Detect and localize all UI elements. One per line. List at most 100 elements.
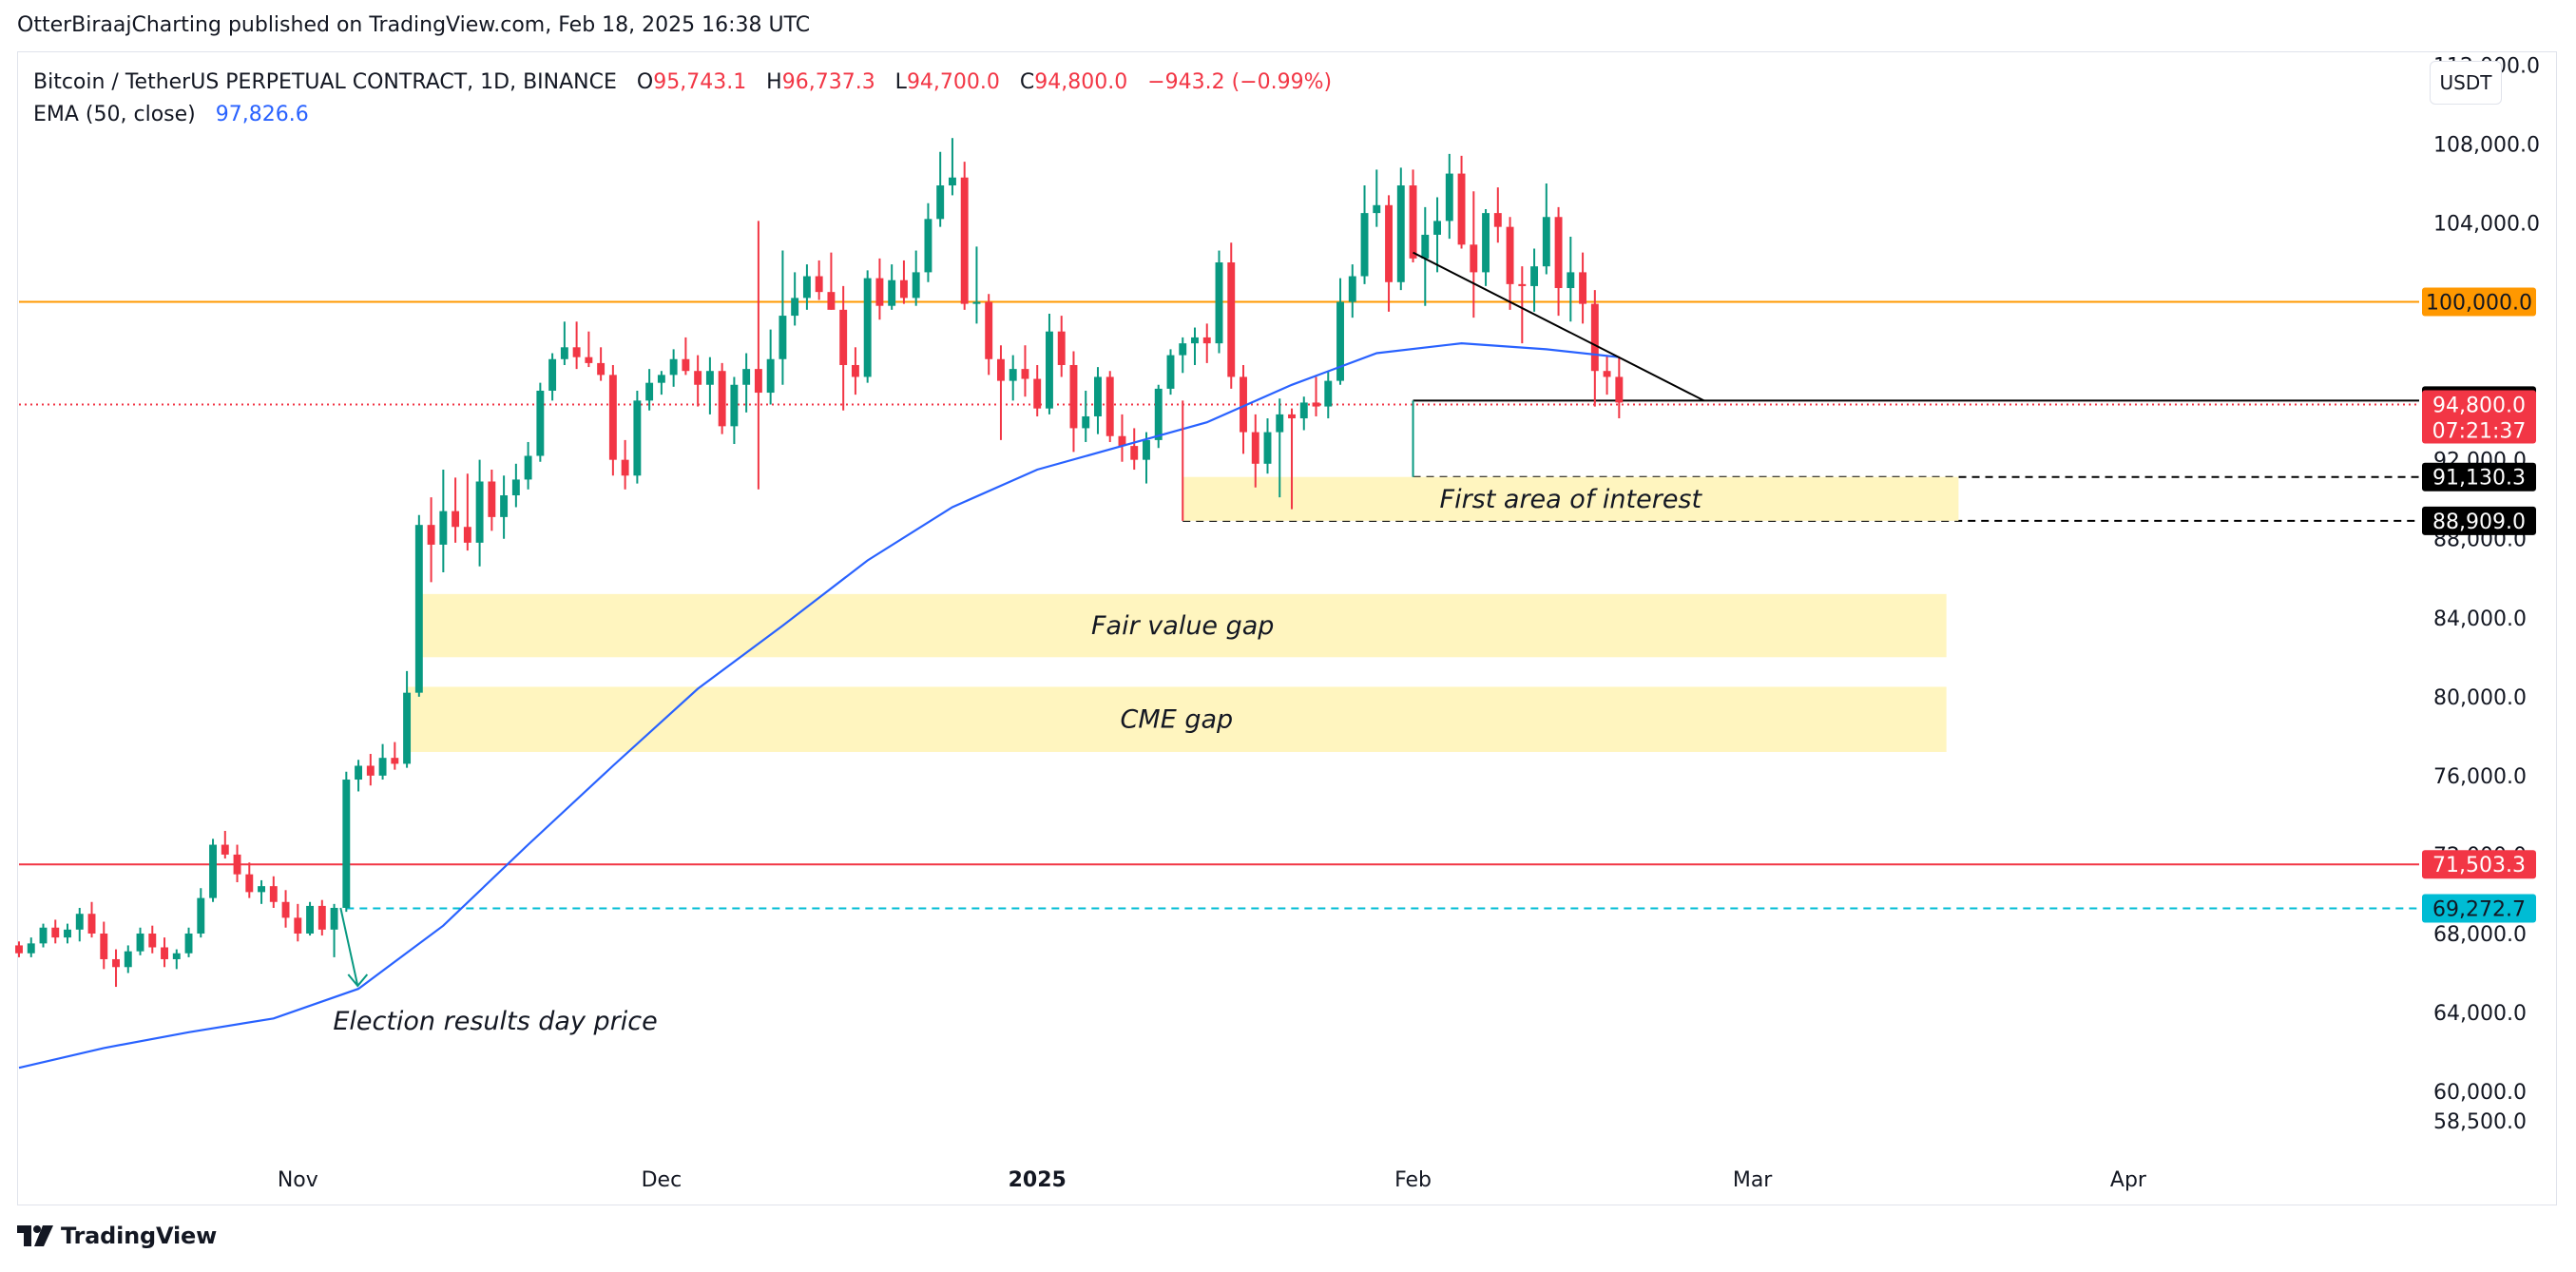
candle-body (960, 177, 969, 304)
legend-close: 94,800.0 (1034, 70, 1128, 94)
candle-body (100, 933, 108, 959)
legend-l-label: L (894, 70, 907, 94)
price-label-text: 88,909.0 (2432, 511, 2526, 534)
candle-body (1299, 402, 1308, 419)
candle-body (899, 279, 908, 299)
candle-body (948, 177, 956, 186)
candle-body (15, 945, 23, 954)
annotation-arrow (339, 907, 359, 987)
candle-body (475, 481, 484, 543)
time-tick-label: 2025 (1009, 1168, 1067, 1192)
candle-body (258, 886, 266, 893)
candle-body (1567, 272, 1575, 289)
candle-body (1021, 369, 1029, 379)
candles (15, 138, 1624, 988)
candle-body (888, 279, 896, 306)
candle-body (75, 914, 84, 930)
candle-body (1493, 213, 1502, 227)
tradingview-logo-icon (17, 1225, 53, 1246)
candle-body (1154, 388, 1163, 440)
candle-body (1130, 446, 1139, 460)
candle-body (791, 298, 799, 317)
price-label-bg (2422, 462, 2536, 491)
candle-body (802, 276, 811, 299)
candle-body (184, 933, 193, 954)
time-tick-label: Nov (278, 1168, 318, 1192)
candle-body (972, 301, 981, 304)
legend-high: 96,737.3 (781, 70, 875, 94)
candle-body (269, 886, 278, 902)
candle-body (427, 525, 435, 545)
candle-body (597, 362, 606, 376)
candle-body (1143, 439, 1150, 460)
candle-body (694, 371, 702, 385)
candle-body (1579, 272, 1587, 304)
chart-frame (17, 51, 2557, 1205)
price-tick-label: 108,000.0 (2433, 133, 2540, 157)
candle-body (560, 347, 568, 359)
legend-ema-label: EMA (50, close) (33, 103, 196, 126)
candle-body (621, 459, 629, 476)
price-label-bg (2422, 390, 2536, 444)
candle-body (281, 901, 290, 918)
tradingview-logo[interactable]: TradingView (17, 1222, 217, 1250)
candle-body (645, 382, 654, 401)
candle-body (342, 780, 351, 908)
candle-body (718, 371, 726, 427)
legend-c-label: C (1019, 70, 1035, 94)
candle-body (1240, 376, 1247, 433)
candle-body (754, 369, 762, 394)
candle-body (1336, 301, 1344, 381)
candle-body (355, 765, 363, 781)
candle-body (488, 481, 496, 517)
candle-body (294, 917, 302, 934)
zone-label: CME gap (1121, 705, 1234, 735)
candle-body (136, 933, 144, 952)
candle-body (64, 929, 71, 938)
ema-line (18, 341, 1620, 1070)
candle-body (221, 844, 229, 855)
price-labels: 100,000.095,000.094,800.007:21:3791,130.… (2422, 287, 2536, 923)
candle-body (1518, 283, 1527, 286)
price-tick-label: 84,000.0 (2433, 607, 2527, 631)
tradingview-brand: TradingView (61, 1223, 218, 1249)
candle-body (1082, 415, 1090, 429)
candle-body (1433, 221, 1441, 235)
candle-body (112, 958, 120, 968)
publisher-line: OtterBiraajCharting published on Trading… (17, 13, 811, 37)
candle-body (1276, 414, 1284, 433)
candle-body (124, 951, 132, 968)
legend-ema-value: 97,826.6 (215, 103, 309, 126)
candle-body (1288, 414, 1296, 419)
candle-body (172, 953, 181, 959)
price-tick-label: 76,000.0 (2433, 765, 2527, 789)
chart-legend: Bitcoin / TetherUS PERPETUAL CONTRACT, 1… (33, 67, 1332, 131)
candle-body (1457, 173, 1466, 245)
candle-body (391, 758, 399, 764)
time-tick-label: Feb (1394, 1168, 1432, 1192)
currency-button[interactable]: USDT (2430, 61, 2502, 105)
annotation-arrowhead (347, 973, 369, 988)
candle-body (1202, 337, 1211, 344)
price-label-bg (2422, 506, 2536, 535)
candle-body (936, 185, 945, 220)
candle-body (161, 947, 168, 959)
candle-body (51, 927, 60, 938)
legend-open: 95,743.1 (653, 70, 747, 94)
candle-body (1009, 369, 1017, 381)
candle-body (608, 375, 617, 460)
price-label-text: 100,000.0 (2426, 292, 2532, 316)
price-tick-label: 104,000.0 (2433, 212, 2540, 236)
price-label-text: 94,800.0 (2432, 395, 2526, 418)
candle-body (1482, 213, 1490, 273)
candle-body (875, 278, 884, 306)
zone-rect (1182, 476, 1959, 521)
candle-body (682, 358, 690, 372)
candle-body (1506, 226, 1514, 284)
candle-body (1421, 234, 1430, 259)
candle-body (1179, 343, 1187, 356)
price-tick-label: 64,000.0 (2433, 1002, 2527, 1026)
axes: 112,000.0108,000.0104,000.092,000.088,00… (278, 54, 2540, 1192)
candle-body (1105, 376, 1114, 436)
